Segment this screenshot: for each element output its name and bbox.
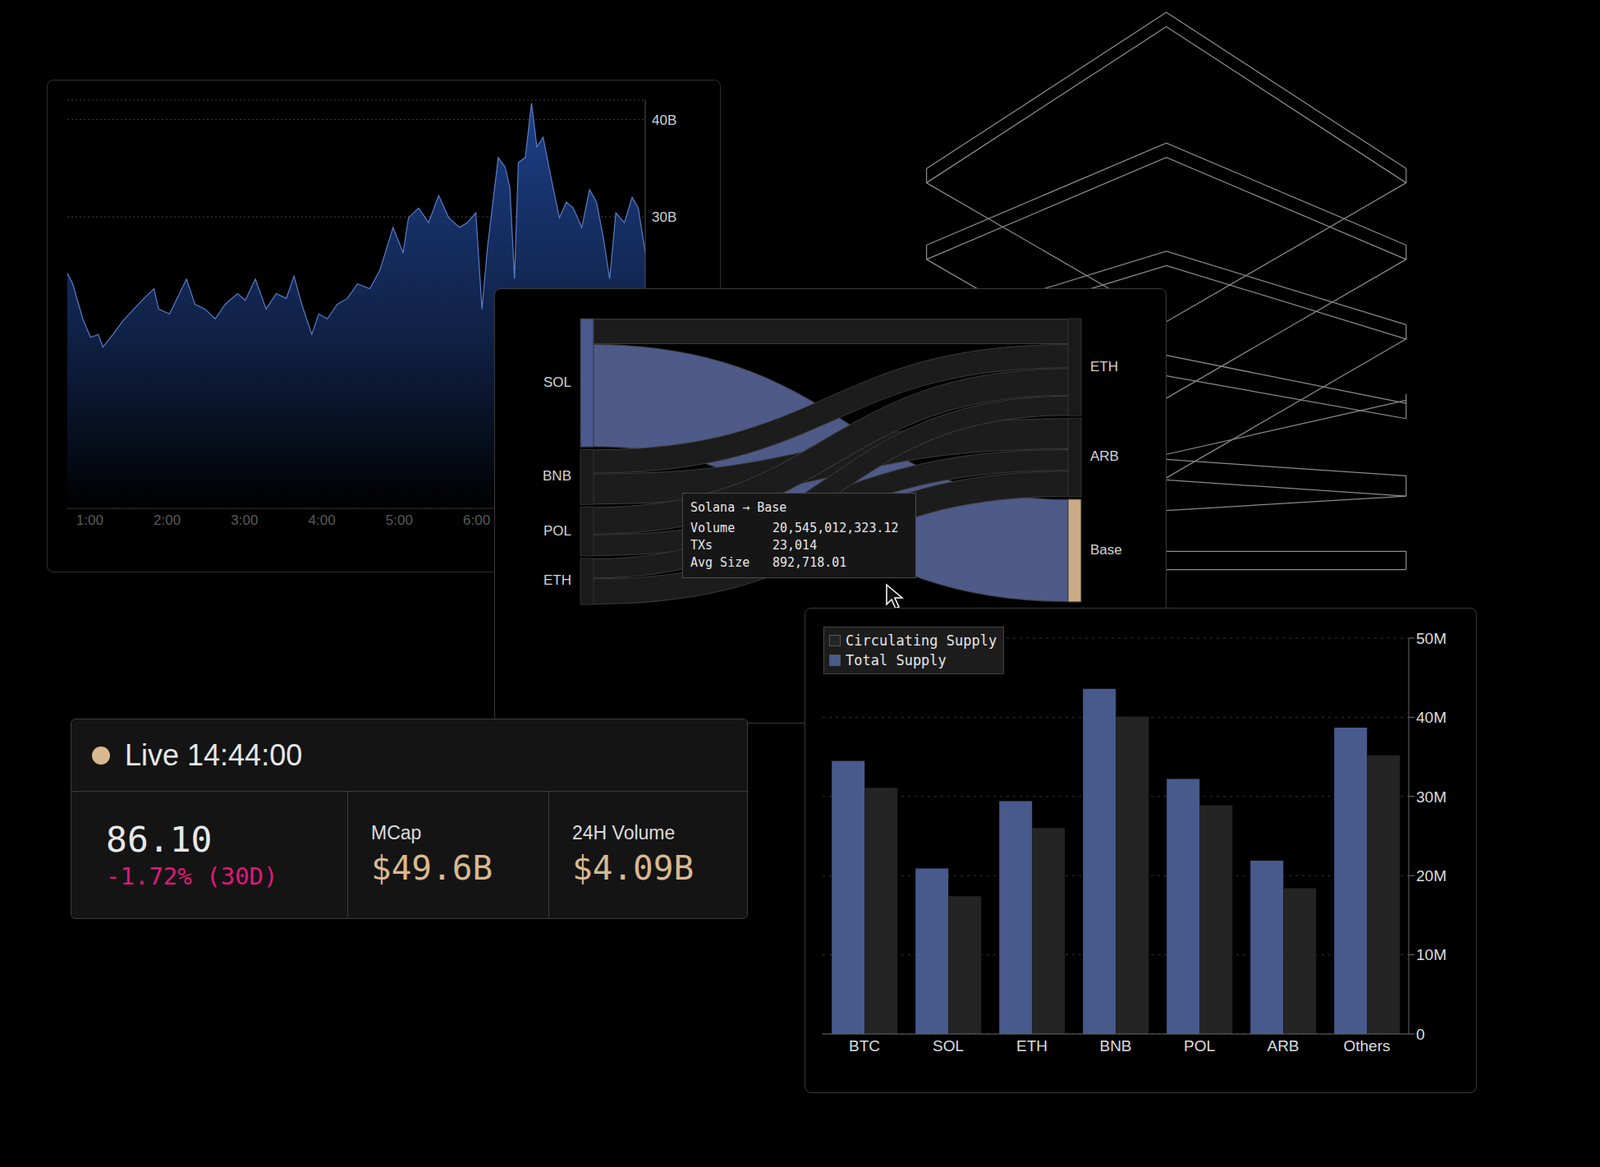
html-text:23,014: 23,014 [772,537,817,553]
svg-text:30B: 30B [651,209,677,225]
svg-text:50M: 50M [1416,629,1447,647]
svg-text:ARB: ARB [1266,1036,1299,1055]
svg-text:BTC: BTC [848,1036,881,1055]
html-text:MCap: MCap [371,821,422,843]
svg-text:4:00: 4:00 [308,512,336,528]
svg-text:ETH: ETH [1090,358,1119,375]
html-text:Volume: Volume [690,520,735,536]
svg-text:30M: 30M [1416,788,1447,806]
html-text:Total Supply: Total Supply [845,651,947,669]
html-text:20,545,012,323.12: 20,545,012,323.12 [772,520,899,536]
svg-text:3:00: 3:00 [230,512,258,528]
html-text:$4.09B: $4.09B [572,847,694,888]
svg-text:Others: Others [1343,1036,1390,1055]
svg-text:ETH: ETH [543,572,572,588]
svg-text:POL: POL [543,522,572,539]
html-text:892,718.01: 892,718.01 [772,554,847,570]
svg-text:SOL: SOL [932,1036,964,1055]
html-text:Solana → Base: Solana → Base [690,499,787,515]
svg-text:0: 0 [1416,1025,1426,1043]
svg-text:ETH: ETH [1016,1036,1048,1055]
svg-text:40B: 40B [651,112,677,129]
svg-text:20M: 20M [1416,866,1447,885]
svg-text:5:00: 5:00 [385,512,413,528]
html-text:Avg Size: Avg Size [690,554,750,570]
svg-text:BNB: BNB [1099,1036,1132,1055]
html-text:-1.72% (30D): -1.72% (30D) [105,861,278,890]
svg-text:10M: 10M [1416,945,1447,963]
svg-text:6:00: 6:00 [463,512,491,528]
svg-text:1:00: 1:00 [76,512,104,528]
svg-text:2:00: 2:00 [153,512,181,528]
svg-text:40M: 40M [1416,708,1447,726]
html-text:TXs: TXs [690,537,713,553]
html-text:24H Volume: 24H Volume [572,821,676,843]
svg-text:SOL: SOL [543,374,572,390]
html-text:$49.6B: $49.6B [371,847,493,888]
svg-text:POL: POL [1183,1036,1215,1055]
svg-text:Base: Base [1090,541,1123,558]
html-text:Circulating Supply: Circulating Supply [845,632,997,649]
html-text:Live 14:44:00: Live 14:44:00 [124,737,303,772]
html-text:86.10: 86.10 [105,818,213,860]
svg-text:ARB: ARB [1090,448,1119,464]
svg-text:BNB: BNB [542,467,572,484]
